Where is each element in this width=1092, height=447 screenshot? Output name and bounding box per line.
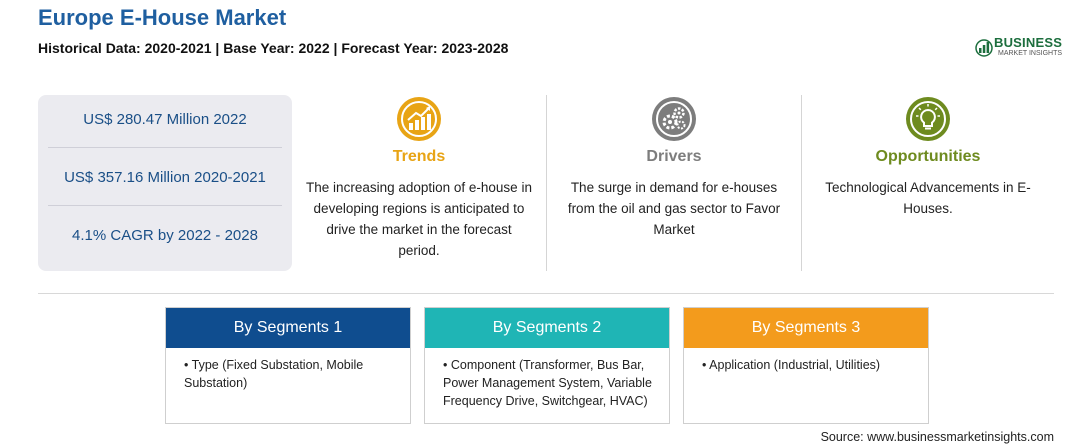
section-divider (38, 293, 1054, 294)
segment-card-2: By Segments 2 • Component (Transformer, … (424, 307, 670, 424)
lightbulb-icon (906, 97, 950, 141)
logo-name: BUSINESS (994, 35, 1063, 50)
column-divider (801, 95, 802, 271)
segment-3-body: • Application (Industrial, Utilities) (702, 358, 881, 372)
source-credit: Source: www.businessmarketinsights.com (820, 430, 1054, 444)
opportunities-column: Opportunities Technological Advancements… (813, 95, 1043, 271)
segment-card-3: By Segments 3 • Application (Industrial,… (683, 307, 929, 424)
trend-chart-icon (397, 97, 441, 141)
gears-icon (652, 97, 696, 141)
segment-card-1: By Segments 1 • Type (Fixed Substation, … (165, 307, 411, 424)
drivers-text: The surge in demand for e-houses from th… (567, 180, 781, 237)
opportunities-text: Technological Advancements in E-Houses. (825, 180, 1031, 216)
segment-2-body: • Component (Transformer, Bus Bar, Power… (443, 358, 652, 408)
opportunities-heading: Opportunities (875, 148, 981, 165)
drivers-heading: Drivers (646, 148, 702, 165)
segment-1-heading: By Segments 1 (166, 308, 410, 348)
drivers-column: Drivers The surge in demand for e-houses… (559, 95, 789, 271)
segment-3-heading: By Segments 3 (684, 308, 928, 348)
stat-market-size-2022: US$ 280.47 Million 2022 (83, 111, 247, 128)
stat-cagr: 4.1% CAGR by 2022 - 2028 (72, 227, 258, 244)
market-stats-card: US$ 280.47 Million 2022 US$ 357.16 Milli… (38, 95, 292, 271)
segment-2-heading: By Segments 2 (425, 308, 669, 348)
stat-divider (48, 147, 282, 148)
stat-market-size-historical: US$ 357.16 Million 2020-2021 (64, 169, 266, 186)
company-logo: BUSINESS MARKET INSIGHTS (974, 34, 1064, 62)
column-divider (546, 95, 547, 271)
trends-text: The increasing adoption of e-house in de… (306, 180, 532, 258)
page-title: Europe E-House Market (38, 5, 287, 30)
trends-heading: Trends (392, 148, 446, 165)
stat-divider (48, 205, 282, 206)
logo-mark-icon (975, 39, 993, 57)
segment-1-body: • Type (Fixed Substation, Mobile Substat… (184, 358, 364, 390)
page-subtitle: Historical Data: 2020-2021 | Base Year: … (38, 40, 509, 56)
logo-tagline: MARKET INSIGHTS (998, 50, 1063, 57)
trends-column: Trends The increasing adoption of e-hous… (304, 95, 534, 271)
